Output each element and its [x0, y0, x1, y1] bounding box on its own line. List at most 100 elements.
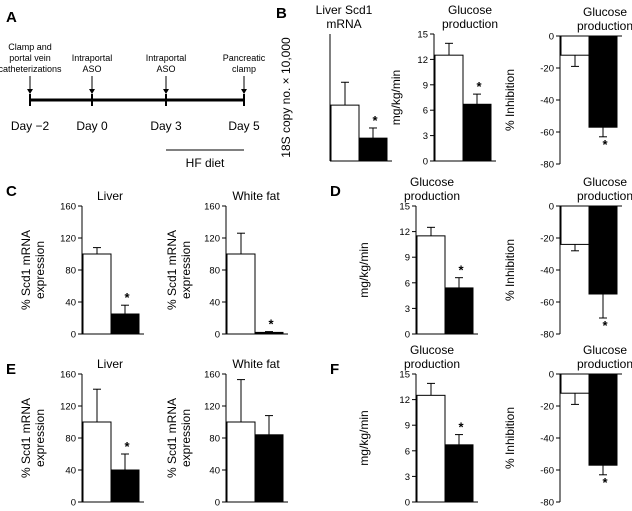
y-axis-label: mg/kg/min — [357, 242, 371, 297]
y-tick-label: 15 — [399, 202, 410, 213]
bar-treated — [254, 331, 284, 335]
y-tick-label: 0 — [549, 32, 554, 43]
y-tick-label: 3 — [405, 472, 410, 483]
chart-title: Glucose — [410, 343, 454, 357]
chart-title: Liver — [97, 357, 123, 371]
chart-title: Liver Scd1 — [316, 3, 373, 17]
panel-label-a: A — [6, 9, 17, 26]
y-tick-label: 15 — [399, 370, 410, 381]
y-tick-label: 0 — [549, 202, 554, 213]
event-label: Intraportal — [146, 53, 187, 63]
chart-title: production — [577, 189, 632, 203]
y-tick-label: 12 — [417, 55, 428, 66]
y-tick-label: 6 — [405, 446, 410, 457]
bar-control — [330, 104, 360, 162]
y-tick-label: 6 — [405, 278, 410, 289]
chart-title: Glucose — [448, 3, 492, 17]
y-tick-label: 3 — [423, 131, 428, 142]
bar-treated — [444, 444, 474, 503]
y-tick-label: -40 — [540, 96, 554, 107]
chart-title: production — [404, 357, 460, 371]
event-arrowhead — [163, 89, 169, 94]
chart-title: Glucose — [583, 5, 627, 19]
chart-e1: Liver % Scd1 mRNA expression 0 40 80 120 160 * — [19, 357, 144, 509]
y-axis-label: % Scd1 mRNA — [165, 230, 179, 310]
chart-title: production — [442, 17, 498, 31]
y-tick-label: 6 — [423, 106, 428, 117]
significance-star: * — [476, 79, 482, 94]
event-label: portal vein — [9, 53, 51, 63]
day-label: Day 5 — [228, 119, 260, 133]
y-tick-label: 12 — [399, 227, 410, 238]
y-tick-label: 0 — [71, 330, 76, 341]
y-axis-label: % Inhibition — [503, 407, 517, 469]
significance-star: * — [602, 318, 608, 333]
y-tick-label: 0 — [549, 370, 554, 381]
y-tick-label: 9 — [405, 421, 410, 432]
bar-control — [226, 253, 256, 335]
significance-star: * — [458, 263, 464, 278]
y-tick-label: -20 — [540, 234, 554, 245]
chart-title: Liver — [97, 189, 123, 203]
bar-treated — [588, 373, 618, 466]
bar-treated — [588, 205, 618, 295]
y-tick-label: -80 — [540, 330, 554, 341]
bar-control — [560, 205, 590, 245]
y-tick-label: -80 — [540, 160, 554, 171]
y-tick-label: 80 — [209, 266, 220, 277]
significance-star: * — [372, 113, 378, 128]
bar-control — [226, 421, 256, 503]
y-axis-label: % Inhibition — [503, 239, 517, 301]
y-tick-label: 40 — [65, 466, 76, 477]
y-tick-label: 0 — [405, 330, 410, 341]
y-tick-label: 0 — [71, 498, 76, 509]
y-tick-label: 80 — [209, 434, 220, 445]
y-tick-label: -80 — [540, 498, 554, 509]
significance-star: * — [602, 475, 608, 490]
y-axis-label: expression — [33, 409, 47, 467]
y-tick-label: -40 — [540, 434, 554, 445]
panel-label-f: F — [330, 361, 339, 378]
significance-star: * — [124, 290, 130, 305]
y-tick-label: 40 — [65, 298, 76, 309]
event-arrowhead — [241, 89, 247, 94]
y-tick-label: 80 — [65, 434, 76, 445]
bar-treated — [444, 287, 474, 335]
y-tick-label: 9 — [405, 253, 410, 264]
chart-title: White fat — [232, 357, 280, 371]
bar-treated — [588, 35, 618, 128]
y-axis-label: % Scd1 mRNA — [19, 398, 33, 478]
panel-label-e: E — [6, 361, 16, 378]
significance-star: * — [268, 317, 274, 332]
bar-control — [82, 421, 112, 503]
y-tick-label: 3 — [405, 304, 410, 315]
chart-title: Glucose — [410, 175, 454, 189]
bar-control — [82, 253, 112, 335]
panel-label-c: C — [6, 183, 17, 200]
event-label: clamp — [232, 64, 256, 74]
event-arrowhead — [89, 89, 95, 94]
y-tick-label: 0 — [215, 498, 220, 509]
chart-c1: Liver % Scd1 mRNA expression 0 40 80 120 160 * — [19, 189, 144, 341]
y-axis-label: expression — [179, 409, 193, 467]
bar-treated — [110, 469, 140, 503]
chart-title: production — [577, 19, 632, 33]
panel-label-b: B — [276, 5, 287, 22]
chart-title: White fat — [232, 189, 280, 203]
bar-control — [416, 235, 446, 335]
diet-label: HF diet — [186, 156, 225, 170]
bar-control — [416, 394, 446, 503]
event-label: Intraportal — [72, 53, 113, 63]
y-tick-label: 9 — [423, 80, 428, 91]
significance-star: * — [458, 420, 464, 435]
y-axis-label: 18S copy no. × 10,000 — [279, 37, 293, 158]
